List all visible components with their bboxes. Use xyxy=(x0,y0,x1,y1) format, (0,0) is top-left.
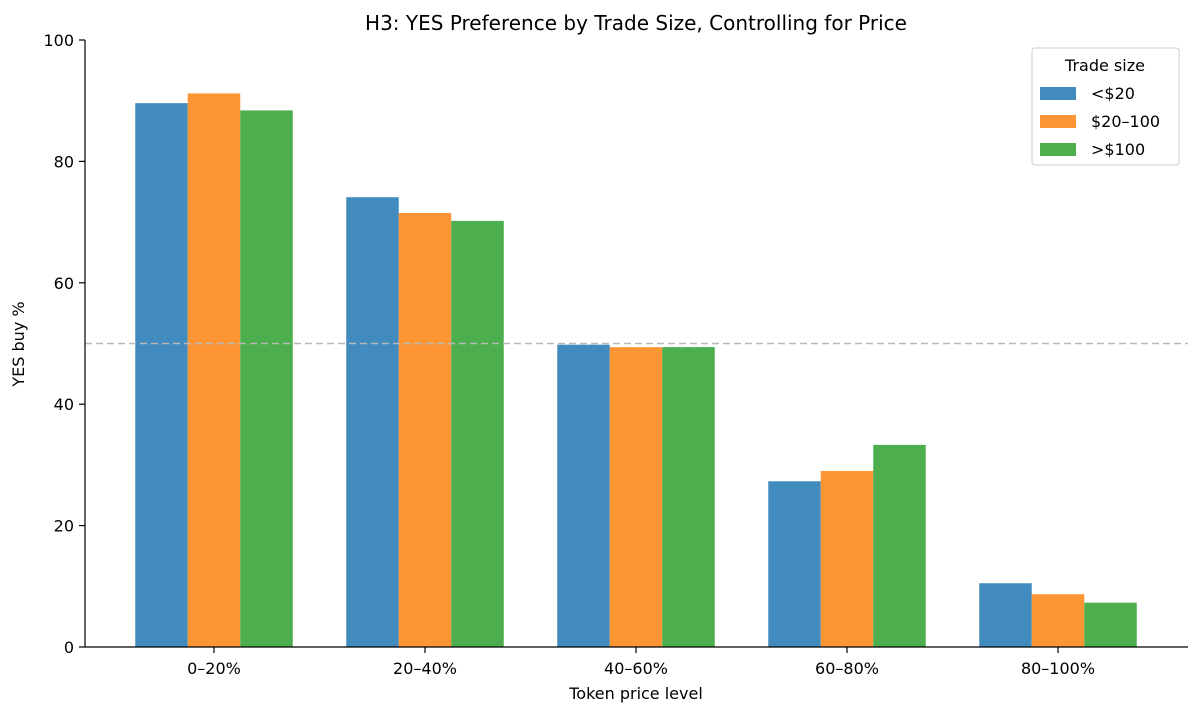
legend-frame xyxy=(1031,47,1180,166)
bar-20-100-4 xyxy=(1031,594,1085,647)
legend-swatch-20-100 xyxy=(1040,115,1076,128)
legend: Trade size <$20 $20–100 >$100 xyxy=(1031,47,1180,166)
y-axis-label: YES buy % xyxy=(9,301,28,387)
bar-20-100-0 xyxy=(187,93,241,648)
y-tick-label-0: 0 xyxy=(64,638,74,657)
bar-20-3 xyxy=(768,481,821,647)
x-tick-label-1: 20–40% xyxy=(393,659,457,678)
bar-20-100-1 xyxy=(398,213,452,647)
bar-20-100-3 xyxy=(820,470,874,647)
chart-title: H3: YES Preference by Trade Size, Contro… xyxy=(365,11,907,35)
legend-label-100: >$100 xyxy=(1091,140,1145,159)
bar-100-2 xyxy=(662,347,715,647)
y-tick-label-80: 80 xyxy=(54,152,74,171)
bar-20-2 xyxy=(557,344,610,647)
legend-label-20: <$20 xyxy=(1091,84,1135,103)
y-tick-label-60: 60 xyxy=(54,274,74,293)
y-tick-label-40: 40 xyxy=(54,395,74,414)
legend-label-20-100: $20–100 xyxy=(1091,112,1160,131)
bar-100-1 xyxy=(451,220,504,647)
bar-100-4 xyxy=(1084,602,1137,647)
bar-20-1 xyxy=(346,197,399,647)
bar-20-100-2 xyxy=(609,347,663,647)
x-tick-label-0: 0–20% xyxy=(187,659,241,678)
x-tick-label-3: 60–80% xyxy=(815,659,879,678)
legend-title: Trade size xyxy=(1064,56,1145,75)
axes-group: 0 20 40 60 80 100 0–20% 20–40% 40–60% 60–80% 80–10… xyxy=(43,31,1188,678)
x-tick-label-4: 80–100% xyxy=(1021,659,1095,678)
y-tick-label-100: 100 xyxy=(43,31,74,50)
x-tick-label-2: 40–60% xyxy=(604,659,668,678)
legend-swatch-100 xyxy=(1040,143,1076,156)
bar-20-0 xyxy=(135,103,188,647)
legend-items: <$20 $20–100 >$100 xyxy=(1040,84,1160,159)
y-tick-label-20: 20 xyxy=(54,517,74,536)
bars-group xyxy=(135,93,1137,648)
bar-20-4 xyxy=(979,583,1032,647)
legend-swatch-20 xyxy=(1040,87,1076,100)
x-axis-label: Token price level xyxy=(568,684,703,703)
bar-100-0 xyxy=(240,110,293,647)
bar-100-3 xyxy=(873,444,926,647)
